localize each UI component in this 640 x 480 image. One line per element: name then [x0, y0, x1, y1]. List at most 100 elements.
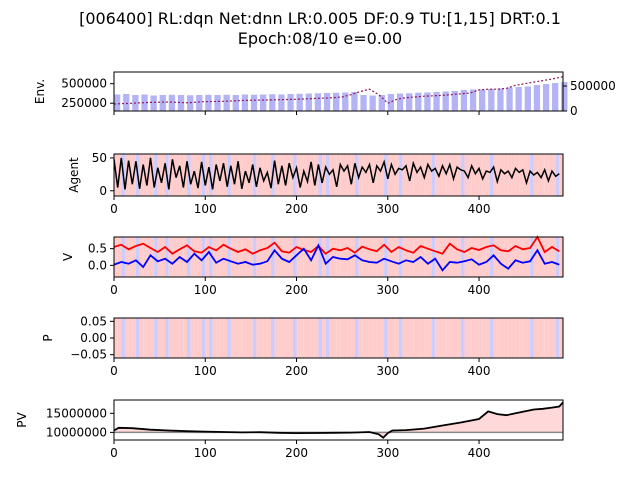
ylabel-3: P [41, 334, 55, 341]
band-1-72 [376, 154, 381, 196]
band-3-4 [128, 318, 133, 358]
band-3-7 [139, 318, 144, 358]
band-2-121 [555, 237, 560, 277]
band-2-110 [515, 237, 520, 277]
band-3-87 [431, 318, 436, 358]
band-3-117 [541, 318, 545, 358]
env-bar-4 [150, 95, 157, 111]
band-3-75 [387, 318, 392, 358]
env-bar-32 [406, 93, 413, 111]
band-1-77 [395, 154, 399, 196]
band-3-25 [205, 318, 209, 358]
ytick-label-1-0: 0 [99, 184, 107, 198]
band-2-84 [420, 237, 425, 277]
band-3-21 [190, 318, 195, 358]
band-2-64 [347, 237, 352, 277]
band-1-98 [471, 154, 476, 196]
band-1-69 [365, 154, 370, 196]
band-3-105 [497, 318, 501, 358]
band-2-111 [519, 237, 523, 277]
band-2-47 [285, 237, 290, 277]
band-2-5 [132, 237, 136, 277]
band-2-62 [340, 237, 344, 277]
band-3-3 [124, 318, 129, 358]
band-2-31 [227, 237, 231, 277]
band-1-83 [416, 154, 421, 196]
band-2-122 [559, 237, 563, 277]
figure-title-line1: [006400] RL:dqn Net:dnn LR:0.005 DF:0.9 … [79, 9, 561, 28]
band-3-91 [446, 318, 450, 358]
band-3-39 [256, 318, 261, 358]
band-2-13 [161, 237, 166, 277]
band-2-41 [263, 237, 268, 277]
band-1-63 [343, 154, 348, 196]
band-3-50 [296, 318, 301, 358]
band-2-107 [504, 237, 509, 277]
env-bar-7 [177, 95, 185, 111]
band-2-101 [482, 237, 487, 277]
band-3-34 [238, 318, 242, 358]
ytick-label-0-0: 250000 [61, 96, 107, 110]
band-3-41 [263, 318, 268, 358]
band-3-68 [362, 318, 366, 358]
band-2-118 [544, 237, 549, 277]
band-3-80 [406, 318, 410, 358]
band-2-35 [241, 237, 246, 277]
band-2-15 [168, 237, 173, 277]
band-3-38 [252, 318, 257, 358]
band-3-100 [479, 318, 483, 358]
env-bar-25 [342, 92, 349, 111]
band-3-26 [208, 318, 213, 358]
band-1-97 [468, 154, 472, 196]
band-1-95 [460, 154, 465, 196]
band-1-92 [449, 154, 454, 196]
ytick-label-0-1: 500000 [61, 77, 107, 91]
band-2-25 [205, 237, 209, 277]
ytick-label-4-1: 15000000 [46, 406, 107, 420]
band-3-84 [420, 318, 425, 358]
band-3-35 [241, 318, 246, 358]
band-2-20 [187, 237, 191, 277]
band-2-12 [157, 237, 162, 277]
band-1-107 [504, 154, 509, 196]
band-2-34 [238, 237, 242, 277]
env-bar-15 [250, 94, 258, 111]
band-3-101 [482, 318, 487, 358]
env-bar-18 [278, 94, 285, 111]
band-1-103 [489, 154, 494, 196]
env-bar-28 [369, 95, 376, 111]
band-2-102 [486, 237, 490, 277]
band-3-24 [201, 318, 206, 358]
band-2-79 [402, 237, 407, 277]
band-2-88 [435, 237, 439, 277]
band-3-96 [464, 318, 469, 358]
band-1-79 [402, 154, 407, 196]
xtick-label-3-1: 100 [194, 364, 217, 378]
band-1-66 [354, 154, 359, 196]
band-2-116 [537, 237, 542, 277]
env-bar-35 [433, 92, 440, 111]
env-bar-40 [479, 89, 486, 111]
xtick-label-2-4: 400 [468, 283, 491, 297]
env-bar-37 [451, 91, 458, 111]
band-3-92 [449, 318, 454, 358]
env-bar-41 [488, 89, 495, 111]
agent-panel: 0 100 200 300 400 0 50 Agent [67, 151, 564, 216]
band-2-83 [416, 237, 421, 277]
band-1-89 [438, 154, 443, 196]
band-3-14 [165, 318, 169, 358]
env-bar-5 [159, 95, 166, 111]
xtick-label-3-2: 200 [285, 364, 308, 378]
band-2-8 [143, 237, 147, 277]
band-2-33 [234, 237, 239, 277]
env-bar-33 [415, 92, 422, 111]
xtick-label-3-0: 0 [110, 364, 118, 378]
band-1-76 [391, 154, 396, 196]
band-2-51 [300, 237, 304, 277]
band-3-69 [365, 318, 370, 358]
band-3-83 [416, 318, 421, 358]
band-3-0 [114, 318, 118, 358]
env-bar-30 [387, 94, 395, 111]
band-3-106 [500, 318, 505, 358]
